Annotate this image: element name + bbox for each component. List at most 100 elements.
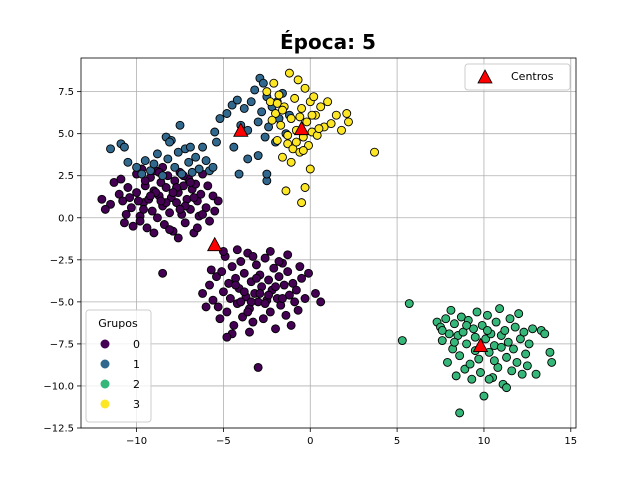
point-group-3	[286, 114, 296, 123]
point-group-3	[272, 135, 282, 145]
plot-frame	[80, 57, 577, 429]
point-group-1	[243, 154, 253, 164]
point-group-0	[265, 246, 275, 256]
center-markers	[206, 120, 489, 353]
point-group-2	[500, 326, 510, 335]
point-group-2	[456, 312, 466, 322]
point-group-0	[217, 267, 227, 277]
point-group-1	[170, 162, 180, 172]
point-group-3	[284, 68, 294, 78]
point-group-0	[239, 268, 249, 278]
point-group-0	[128, 221, 138, 231]
point-group-2	[505, 314, 515, 324]
center-marker	[206, 236, 223, 252]
point-group-0	[253, 363, 263, 372]
point-group-0	[208, 295, 218, 305]
point-group-0	[295, 262, 305, 271]
point-group-2	[514, 309, 524, 319]
point-group-0	[175, 204, 185, 214]
point-group-0	[281, 310, 291, 320]
point-group-0	[225, 294, 235, 303]
center-legend: Centros	[464, 63, 571, 91]
point-group-3	[276, 120, 286, 130]
point-group-0	[271, 282, 280, 292]
point-group-0	[293, 305, 303, 315]
point-group-3	[286, 157, 296, 167]
y-tick-label: 5.0	[58, 129, 74, 140]
point-group-0	[258, 314, 268, 324]
point-group-2	[449, 319, 459, 329]
point-group-0	[222, 332, 232, 342]
center-marker	[293, 120, 310, 136]
point-group-0	[213, 302, 223, 312]
point-group-0	[291, 285, 301, 295]
point-group-1	[191, 152, 201, 162]
point-group-2	[512, 357, 522, 367]
point-group-3	[337, 125, 346, 135]
point-group-2	[545, 347, 555, 357]
point-group-0	[161, 183, 171, 192]
point-group-2	[521, 349, 531, 359]
point-group-0	[132, 188, 142, 197]
group-legend-marker	[100, 399, 110, 409]
point-group-0	[236, 297, 246, 307]
point-group-0	[236, 257, 246, 266]
point-group-2	[437, 336, 447, 345]
point-group-1	[253, 117, 263, 127]
point-group-2	[503, 337, 513, 347]
point-group-2	[455, 351, 465, 361]
point-group-2	[443, 357, 452, 367]
point-group-2	[476, 368, 485, 377]
point-group-0	[109, 178, 119, 187]
point-group-0	[260, 299, 270, 308]
group-legend-title: Grupos	[98, 317, 138, 330]
point-group-0	[123, 183, 133, 192]
point-group-0	[215, 314, 225, 324]
point-group-3	[274, 90, 284, 100]
point-group-0	[269, 263, 279, 273]
center-legend-label: Centros	[511, 70, 554, 83]
group-legend-marker	[100, 359, 110, 369]
point-group-3	[342, 109, 352, 118]
y-tick-label: −10.0	[43, 381, 74, 392]
point-group-1	[187, 167, 197, 177]
point-group-2	[465, 359, 475, 369]
point-group-3	[316, 102, 326, 112]
point-group-0	[279, 280, 289, 290]
point-group-1	[234, 169, 244, 179]
point-group-0	[304, 268, 313, 278]
point-group-0	[260, 253, 270, 263]
y-tick-label: −7.5	[50, 339, 74, 350]
x-tick-label: 5	[394, 436, 400, 447]
point-group-2	[479, 391, 489, 401]
point-group-3	[297, 198, 307, 208]
point-group-0	[283, 250, 293, 260]
data-points	[97, 68, 557, 418]
point-group-0	[213, 196, 223, 206]
group-legend-box	[85, 309, 152, 423]
point-group-0	[251, 273, 261, 283]
point-group-3	[314, 124, 324, 134]
point-group-0	[278, 294, 287, 303]
point-group-0	[135, 216, 145, 226]
point-group-0	[264, 290, 274, 300]
y-tick-label: −2.5	[50, 255, 74, 266]
point-group-1	[246, 97, 256, 107]
point-group-2	[517, 369, 527, 379]
point-group-2	[484, 374, 494, 384]
point-group-0	[139, 204, 148, 214]
point-group-0	[189, 193, 199, 203]
point-group-2	[531, 369, 541, 379]
point-group-0	[248, 252, 258, 261]
point-group-1	[163, 154, 173, 164]
point-group-1	[123, 157, 133, 167]
point-group-1	[229, 142, 239, 152]
point-group-0	[201, 302, 211, 312]
point-group-0	[165, 225, 175, 234]
point-group-0	[165, 208, 175, 218]
point-group-0	[311, 289, 320, 298]
point-group-1	[106, 144, 115, 154]
y-tick-label: 0.0	[58, 213, 74, 224]
point-group-2	[496, 342, 506, 352]
point-group-1	[137, 169, 147, 179]
